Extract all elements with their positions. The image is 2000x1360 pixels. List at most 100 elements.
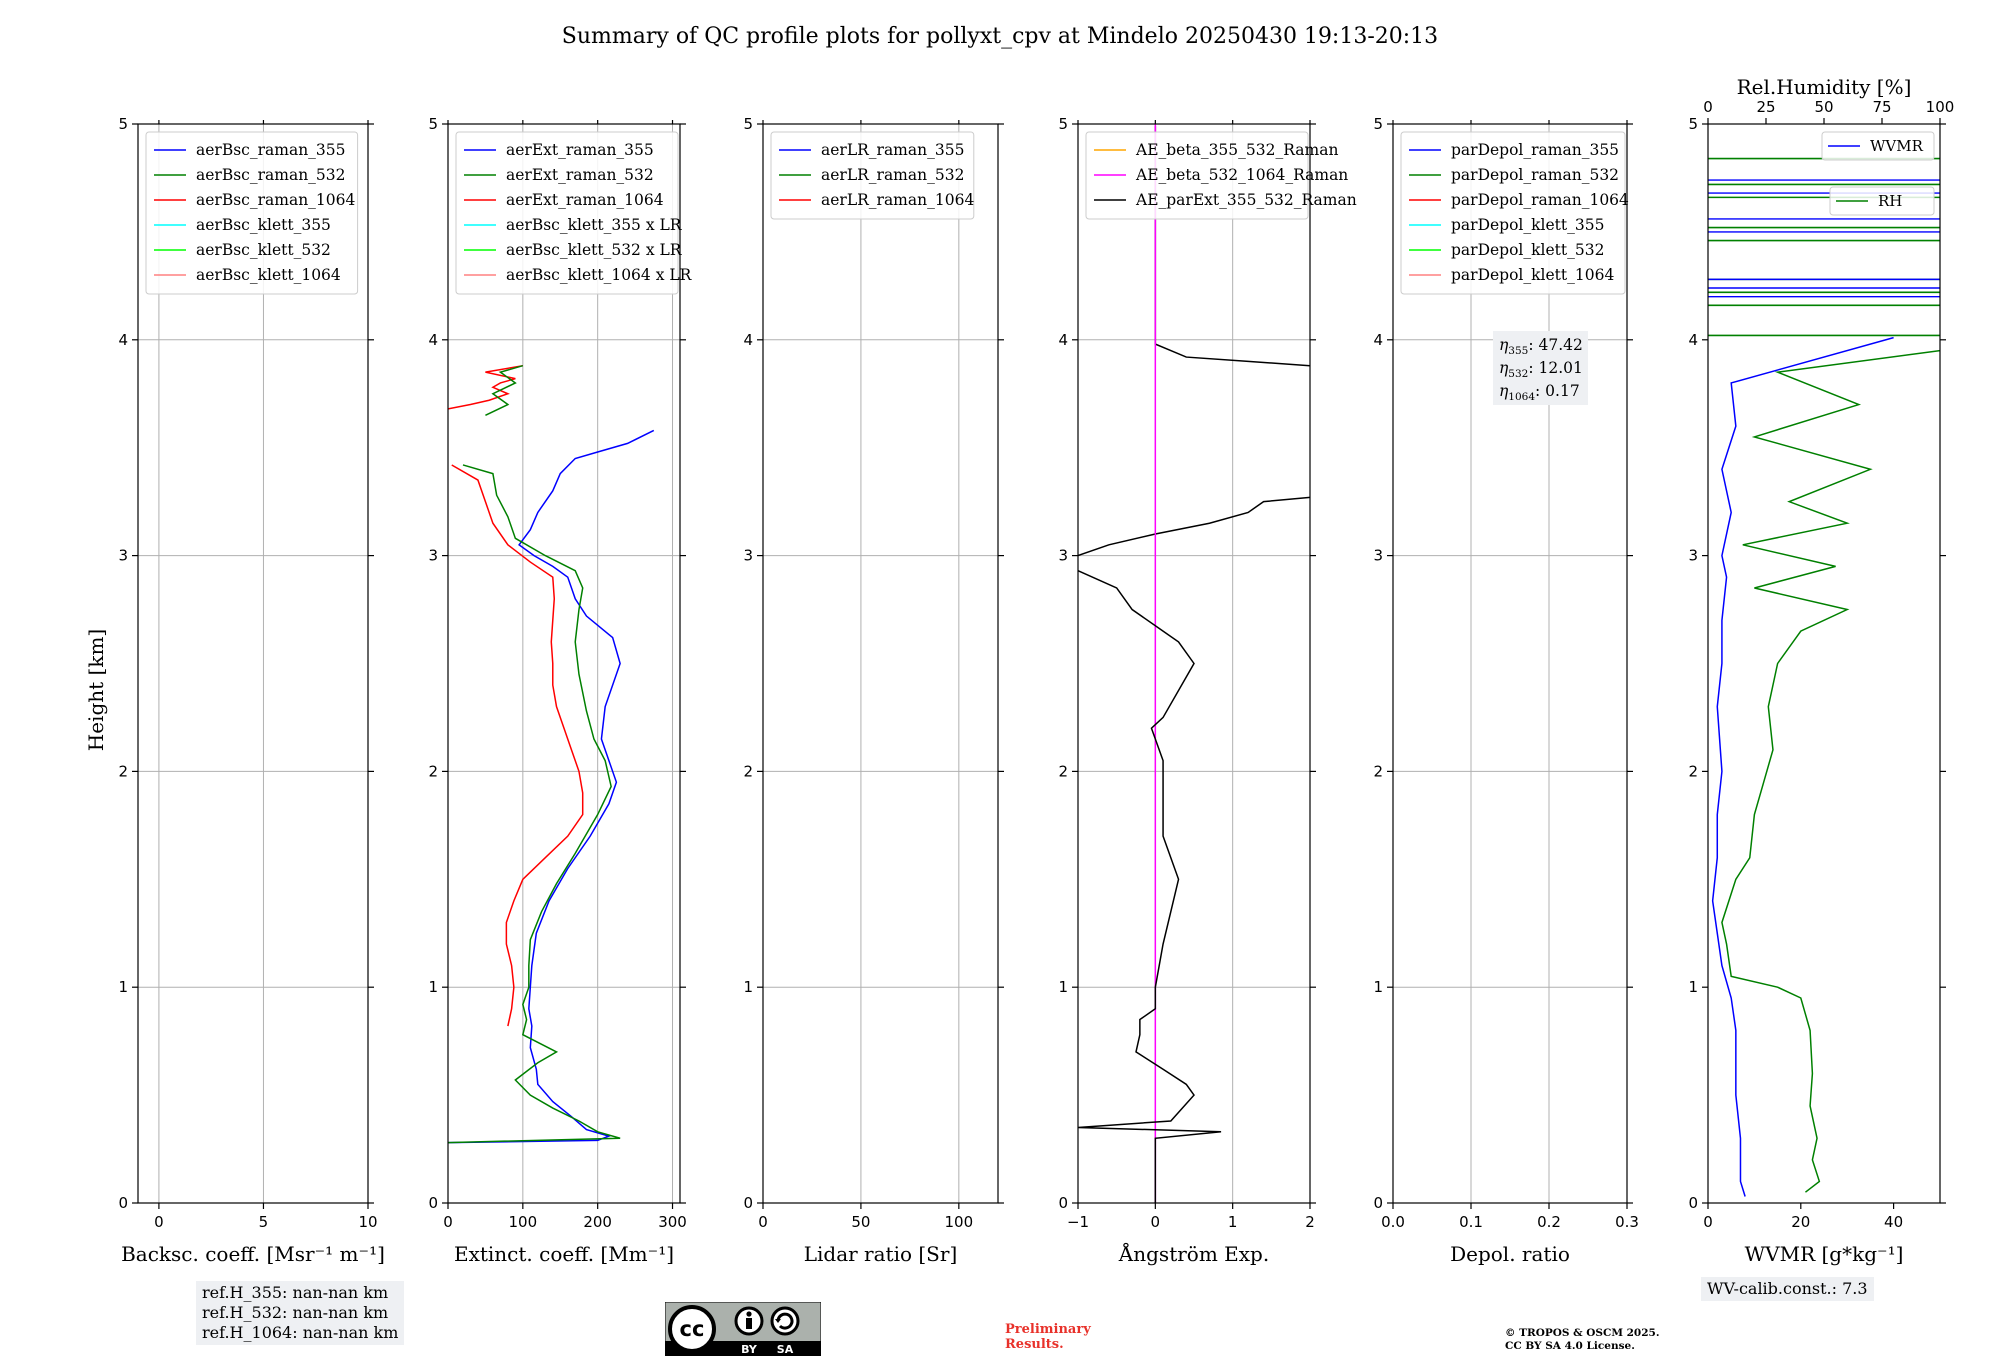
- panel-depolarization: 0.0 0.1 0.2 0.3 0 1 2 3 4 5 Depol. ratio parDepol_r…: [1373, 115, 1638, 1266]
- preliminary-note: Preliminary Results.: [1005, 1322, 1091, 1352]
- y-tick-label: 4: [428, 331, 438, 349]
- copyright-note: © TROPOS & OSCM 2025. CC BY SA 4.0 Licens…: [1505, 1327, 1660, 1353]
- legend-entry: parDepol_raman_532: [1451, 166, 1619, 184]
- x-tick-label: 0.0: [1381, 1213, 1405, 1231]
- cc-by-label: BY: [741, 1343, 758, 1356]
- y-tick-label: 3: [428, 547, 438, 565]
- legend-entry: AE_beta_532_1064_Raman: [1135, 166, 1348, 184]
- y-tick-label: 0: [1688, 1194, 1698, 1212]
- y-tick-label: 3: [1373, 547, 1383, 565]
- copyright-line-1: © TROPOS & OSCM 2025.: [1505, 1327, 1660, 1339]
- y-tick-label: 5: [1688, 115, 1698, 133]
- preliminary-line-2: Results.: [1005, 1337, 1064, 1352]
- x-tick-label: −1: [1067, 1213, 1089, 1231]
- eta-value: : 0.17: [1535, 382, 1580, 400]
- copyright-line-2: CC BY SA 4.0 License.: [1505, 1340, 1635, 1352]
- data-layer: [448, 364, 655, 1144]
- x-tick-label: 0.1: [1459, 1213, 1483, 1231]
- panel-extinction: 0 100 200 300 0 1 2 3 4 5 Extinct. coeff. [Mm⁻¹] ae…: [428, 115, 692, 1266]
- series-aerExt_raman_1064: [451, 464, 584, 1027]
- data-layer: [1078, 124, 1310, 1203]
- legend-entry: RH: [1878, 192, 1902, 210]
- legend-entry: aerBsc_klett_1064: [196, 266, 341, 284]
- y-tick-label: 4: [1373, 331, 1383, 349]
- legend-entry: aerLR_raman_1064: [821, 191, 974, 209]
- x-tick-label: 20: [1791, 1213, 1810, 1231]
- y-tick-label: 4: [743, 331, 753, 349]
- x-tick-label: 0.2: [1537, 1213, 1561, 1231]
- legend-entry: AE_beta_355_532_Raman: [1135, 141, 1338, 159]
- axes-frame: [1392, 123, 1628, 1204]
- legend-entry: aerBsc_raman_532: [196, 166, 346, 184]
- y-tick-label: 5: [428, 115, 438, 133]
- x-tick-label: 200: [583, 1213, 612, 1231]
- x-axis-label: Lidar ratio [Sr]: [804, 1242, 958, 1266]
- legend-entry: AE_parExt_355_532_Raman: [1135, 191, 1357, 209]
- cc-logo-text: cc: [680, 1317, 705, 1341]
- x-axis-label: Depol. ratio: [1450, 1242, 1570, 1266]
- y-tick-label: 1: [743, 978, 753, 996]
- top-x-tick-label: 100: [1926, 98, 1955, 116]
- legend-entry: parDepol_klett_355: [1451, 216, 1604, 234]
- ref-height-note: ref.H_355: nan-nan km ref.H_532: nan-nan …: [196, 1281, 405, 1345]
- y-tick-label: 4: [1058, 331, 1068, 349]
- y-tick-label: 2: [118, 762, 128, 780]
- x-tick-label: 0: [1703, 1213, 1713, 1231]
- eta-value: : 12.01: [1528, 359, 1583, 377]
- x-tick-label: 1: [1228, 1213, 1238, 1231]
- axes-frame: [137, 123, 369, 1204]
- legend-entry: aerBsc_klett_1064 x LR: [506, 266, 693, 284]
- eta-value: : 47.42: [1528, 336, 1583, 354]
- series-RH: [1721, 349, 1940, 1193]
- legend-box: [770, 131, 975, 220]
- share-alike-icon: [770, 1306, 800, 1336]
- legend-entry: aerBsc_klett_355: [196, 216, 331, 234]
- panel-lidar_ratio: 0 50 100 0 1 2 3 4 5 Lidar ratio [Sr] aerLR_raman_…: [743, 115, 1004, 1266]
- legend-box: [1821, 131, 1935, 161]
- wv-calib-note: WV-calib.const.: 7.3: [1701, 1277, 1874, 1301]
- x-tick-label: 0.3: [1615, 1213, 1639, 1231]
- eta-line: η1064: 0.17: [1499, 382, 1580, 403]
- y-tick-label: 4: [118, 331, 128, 349]
- y-tick-label: 2: [1688, 762, 1698, 780]
- preliminary-line-1: Preliminary: [1005, 1322, 1091, 1337]
- series-WVMR: [1711, 336, 1894, 1197]
- y-tick-label: 1: [1373, 978, 1383, 996]
- y-tick-label: 0: [428, 1194, 438, 1212]
- ref-height-355: ref.H_355: nan-nan km: [202, 1283, 389, 1302]
- x-axis-label: WVMR [g*kg⁻¹]: [1745, 1242, 1904, 1266]
- legend-entry: parDepol_klett_1064: [1451, 266, 1614, 284]
- eta-line: η532: 12.01: [1499, 359, 1583, 380]
- top-axis-label: Rel.Humidity [%]: [1737, 75, 1912, 99]
- legend-entry: aerBsc_klett_532 x LR: [506, 241, 683, 259]
- cc-sa-label: SA: [777, 1343, 794, 1356]
- x-tick-label: 300: [658, 1213, 687, 1231]
- legend-entry: aerBsc_raman_355: [196, 141, 346, 159]
- y-tick-label: 3: [118, 547, 128, 565]
- legend-entry: parDepol_raman_355: [1451, 141, 1619, 159]
- x-tick-label: 10: [358, 1213, 377, 1231]
- x-tick-label: 0: [1151, 1213, 1161, 1231]
- series-AE_parExt_355_532_Raman: [1078, 570, 1222, 1203]
- top-x-tick-label: 25: [1756, 98, 1775, 116]
- axes-frame: [1077, 123, 1311, 1204]
- series-aerExt_raman_355: [448, 429, 655, 1144]
- eta-subscript: 532: [1508, 368, 1528, 380]
- legend-box: [1400, 131, 1626, 295]
- y-tick-label: 1: [1688, 978, 1698, 996]
- legend-entry: aerExt_raman_1064: [506, 191, 664, 209]
- x-tick-label: 100: [945, 1213, 974, 1231]
- eta-symbol: η: [1499, 336, 1509, 354]
- y-tick-label: 2: [1058, 762, 1068, 780]
- legend-entry: parDepol_raman_1064: [1451, 191, 1629, 209]
- eta-line: η355: 47.42: [1499, 336, 1583, 357]
- legend-entry: aerBsc_klett_355 x LR: [506, 216, 683, 234]
- x-tick-label: 0: [154, 1213, 164, 1231]
- profile-segment: [1078, 496, 1310, 557]
- ref-height-532: ref.H_532: nan-nan km: [202, 1303, 389, 1322]
- x-tick-label: 5: [259, 1213, 269, 1231]
- profile-segment: [448, 364, 523, 410]
